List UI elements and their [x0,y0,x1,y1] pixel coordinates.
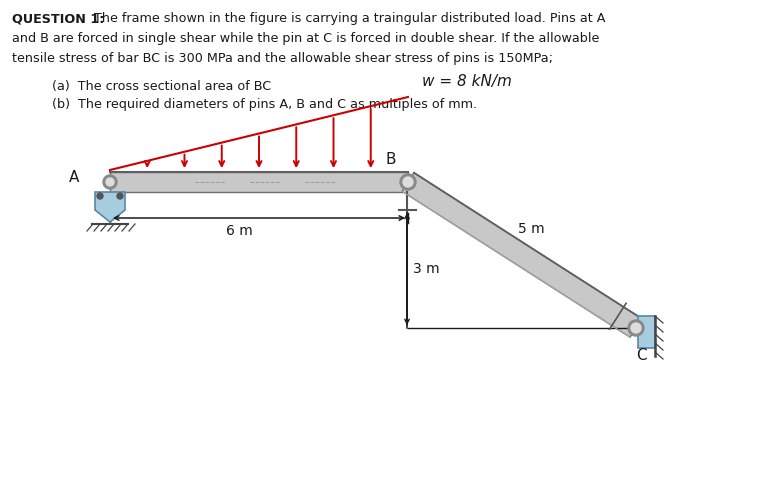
Text: 5 m: 5 m [518,222,545,236]
Circle shape [403,177,413,187]
Text: The frame shown in the figure is carrying a traingular distributed load. Pins at: The frame shown in the figure is carryin… [90,12,605,25]
Text: (a)  The cross sectional area of BC: (a) The cross sectional area of BC [52,80,271,93]
Text: 6 m: 6 m [226,224,252,238]
Text: B: B [385,152,396,167]
Circle shape [103,175,117,189]
Text: A: A [69,170,79,186]
Circle shape [628,320,644,336]
Polygon shape [402,172,642,338]
Text: (b)  The required diameters of pins A, B and C as multiples of mm.: (b) The required diameters of pins A, B … [52,98,477,111]
Text: w = 8 kN/m: w = 8 kN/m [422,74,512,89]
Circle shape [117,193,123,199]
Text: 3 m: 3 m [413,262,440,276]
Text: QUESTION 1:: QUESTION 1: [12,12,104,25]
Circle shape [97,193,103,199]
Circle shape [106,178,114,186]
Polygon shape [638,316,655,348]
Text: C: C [636,348,647,363]
Polygon shape [95,192,125,222]
Circle shape [631,323,641,333]
Text: and B are forced in single shear while the pin at C is forced in double shear. I: and B are forced in single shear while t… [12,32,599,45]
Polygon shape [110,172,408,192]
Circle shape [400,174,416,190]
Text: tensile stress of bar BC is 300 MPa and the allowable shear stress of pins is 15: tensile stress of bar BC is 300 MPa and … [12,52,553,65]
